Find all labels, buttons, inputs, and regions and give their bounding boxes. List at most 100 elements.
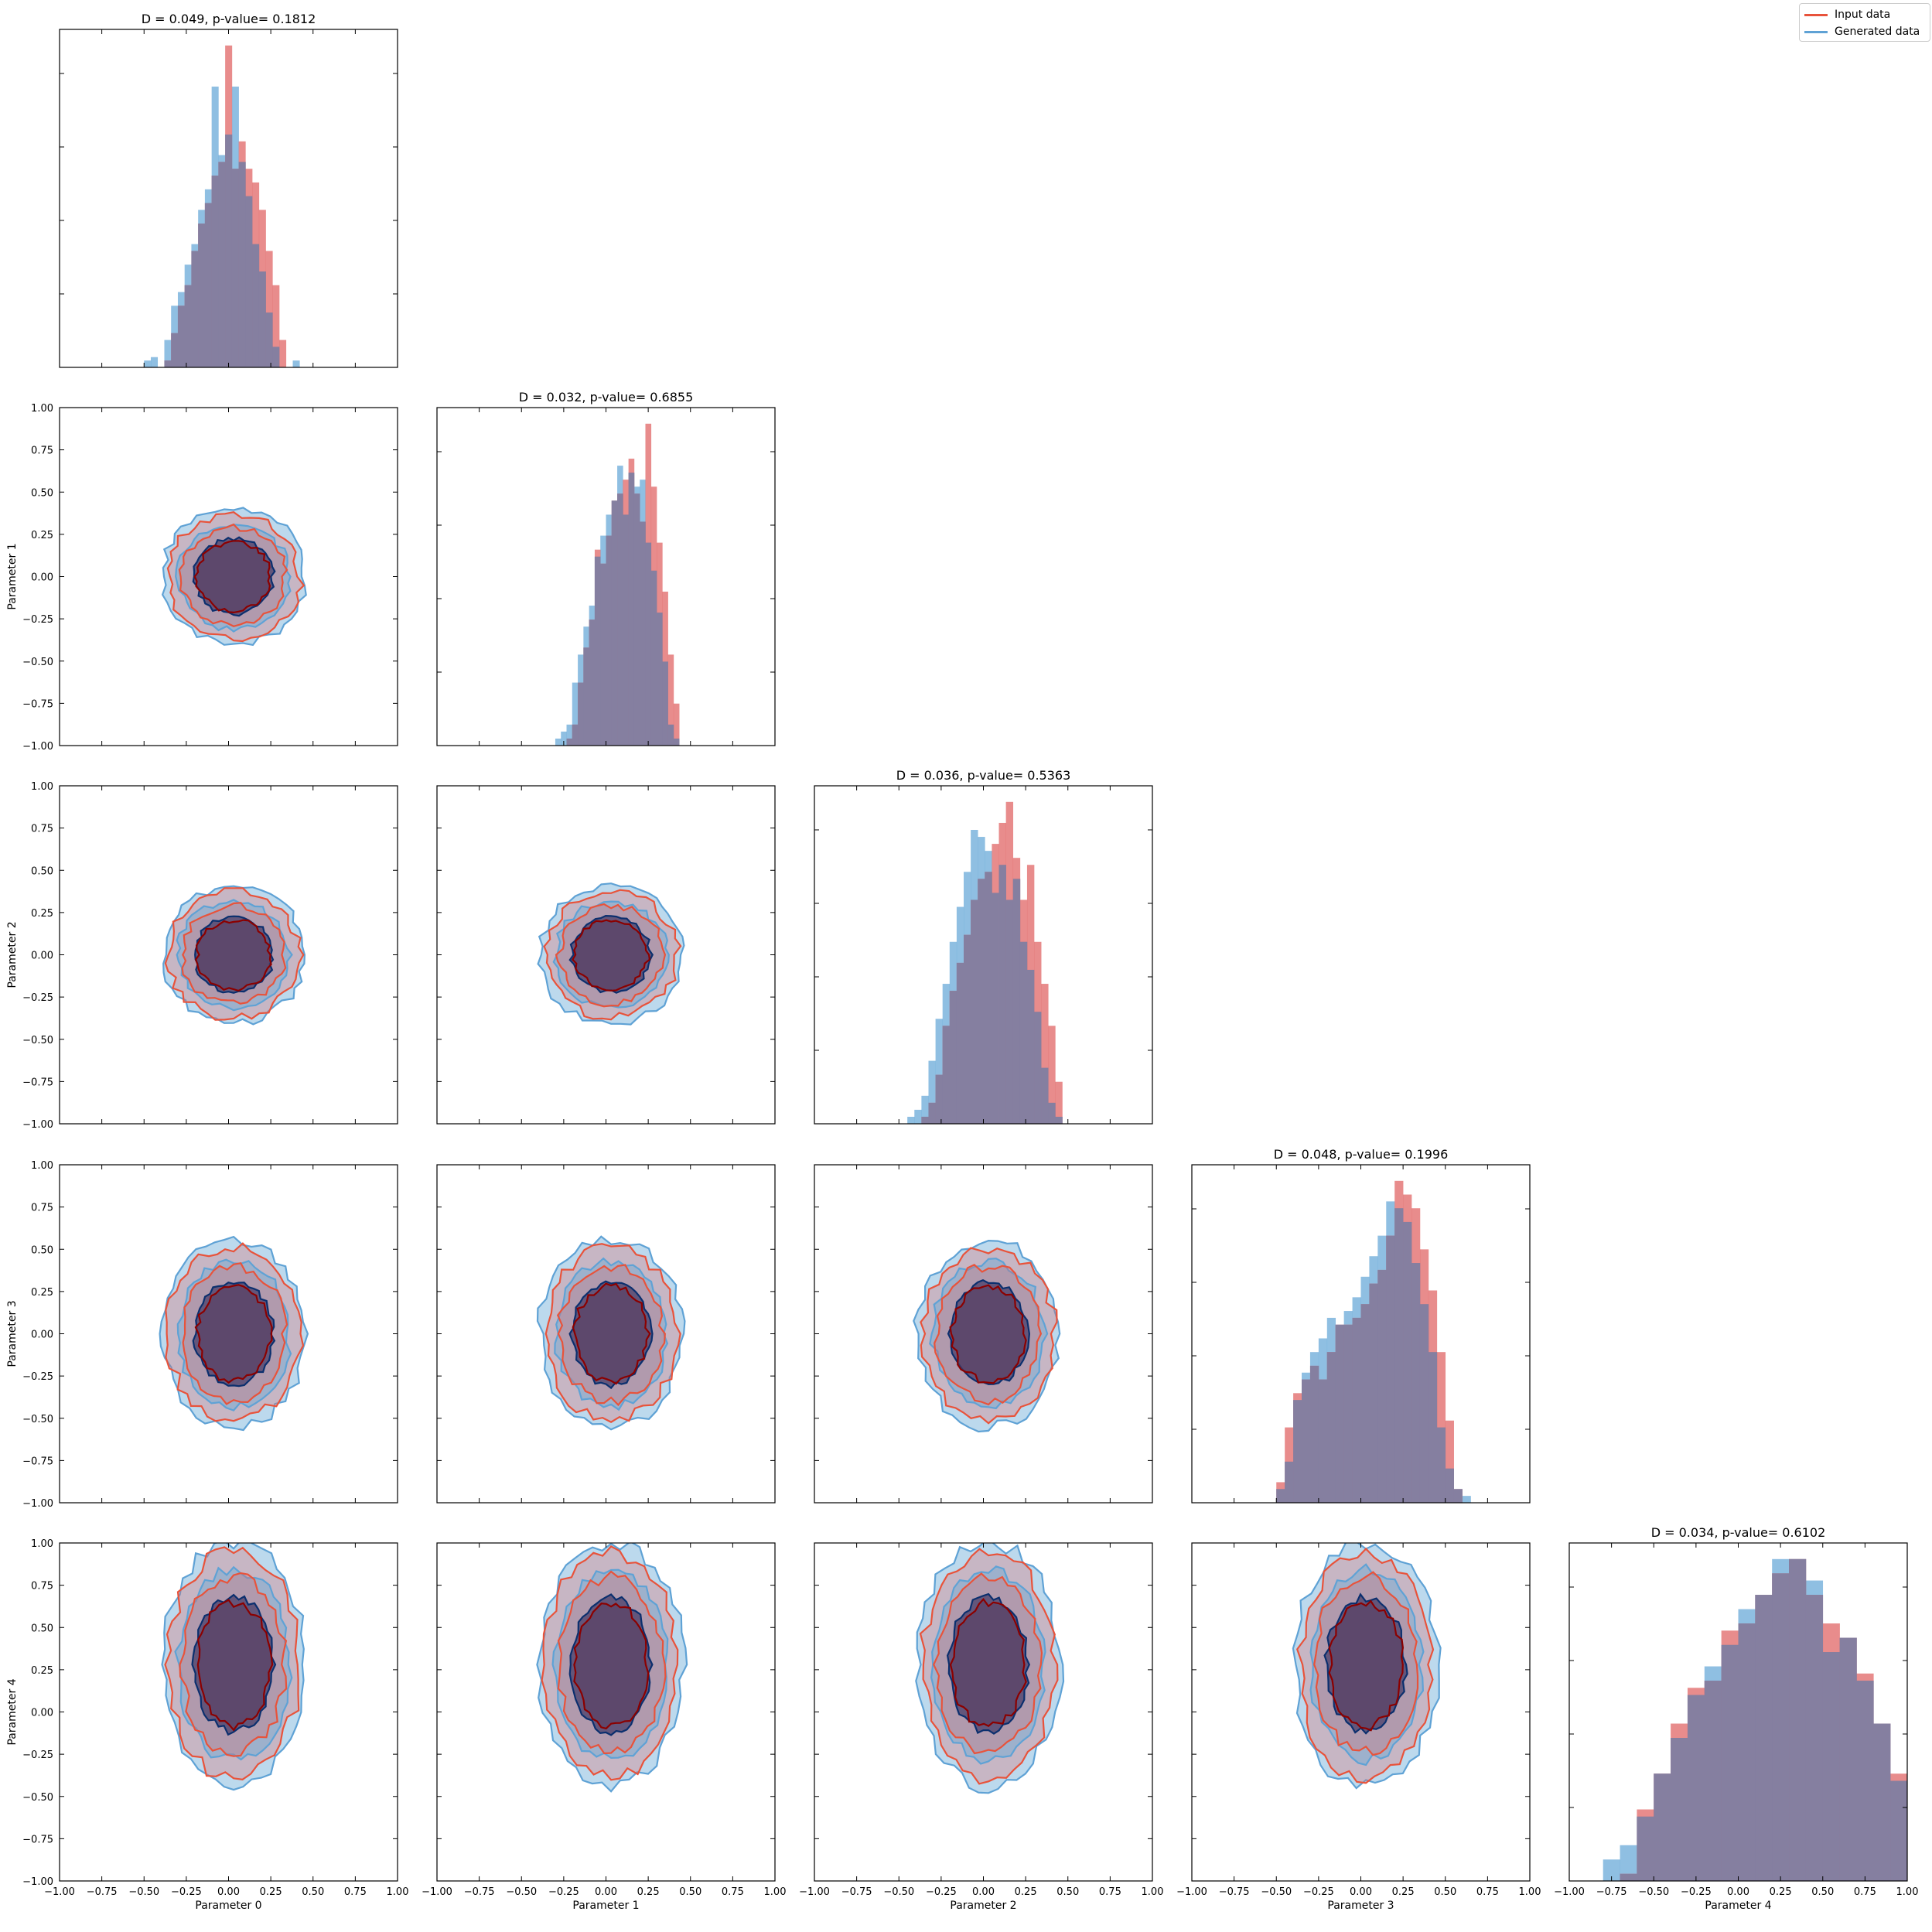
y-tick-label: 0.50 [31,865,53,877]
overlap-bar [1403,1221,1412,1503]
x-axis-label-2: Parameter 2 [950,1900,1016,1912]
overlap-bar [1805,1595,1824,1881]
x-tick-label: 0.50 [302,1886,324,1898]
x-axis-label-4: Parameter 4 [1705,1900,1771,1912]
input-contour-inner [949,1284,1027,1384]
overlap-bar [921,1116,929,1124]
contour-panel-1-0 [59,407,398,746]
contour-panel-3-0 [59,1164,398,1504]
overlap-bar [633,493,640,746]
y-tick-label: 0.25 [31,1665,53,1677]
y-tick-label: 1.00 [31,1538,53,1550]
overlap-bar [572,724,579,746]
x-tick-label: −0.75 [841,1886,872,1898]
overlap-bar [628,473,635,746]
x-tick-label: 1.00 [1142,1886,1164,1898]
overlap-bar [1335,1324,1344,1503]
overlap-bar [928,1102,936,1124]
generated-bar [921,1095,929,1124]
overlap-bar [1293,1400,1302,1503]
overlap-bar [218,162,226,368]
contour-panel-4-1 [436,1542,776,1882]
input-bar [1445,1420,1454,1503]
contour-panel-3-2 [814,1164,1153,1504]
overlap-bar [1856,1681,1874,1881]
overlap-bar [1055,1116,1063,1124]
x-tick-label: 0.00 [1727,1886,1749,1898]
y-tick-label: −1.00 [22,741,53,753]
overlap-bar [191,251,199,367]
y-tick-label: 0.75 [31,1581,53,1592]
overlap-bar [1436,1427,1446,1503]
input-bar [667,654,674,746]
overlap-bar [964,934,971,1124]
x-tick-label: −0.50 [883,1886,914,1898]
x-axis-label-0: Parameter 0 [195,1900,261,1912]
x-tick-label: 1.00 [764,1886,787,1898]
overlap-bar [1005,899,1014,1124]
input-bar [1048,1026,1056,1124]
overlap-bar [1302,1379,1311,1503]
input-bar [1055,1081,1063,1124]
overlap-bar [1453,1489,1463,1503]
diagonal-title-3: D = 0.048, p-value= 0.1996 [1274,1147,1449,1162]
overlap-bar [645,542,652,746]
x-tick-label: −0.75 [1219,1886,1250,1898]
y-tick-label: 0.25 [31,1287,53,1299]
overlap-bar [1445,1468,1454,1503]
y-tick-label: 0.75 [31,1203,53,1214]
overlap-bar [231,169,239,368]
overlap-bar [1671,1738,1688,1881]
contours [60,786,398,1124]
overlap-bar [589,620,596,746]
y-axis-label-3: Parameter 3 [6,1300,19,1367]
overlap-bar [1386,1235,1395,1503]
overlap-bar [1326,1352,1336,1503]
overlap-bar [1789,1558,1807,1881]
contour-panel-4-2 [814,1542,1153,1882]
y-tick-label: 0.25 [31,908,53,920]
y-tick-label: 1.00 [31,1160,53,1172]
contours [60,408,398,746]
diagonal-title-2: D = 0.036, p-value= 0.5363 [896,768,1071,783]
generated-bar [144,360,152,367]
input-bar [673,703,680,746]
overlap-bar [1377,1269,1387,1503]
overlap-bar [238,162,246,368]
x-axis-label-3: Parameter 3 [1327,1900,1394,1912]
input-bar [279,340,287,367]
input-contour-inner [194,1284,273,1384]
overlap-bar [623,514,629,746]
y-tick-label: 0.00 [31,1330,53,1341]
legend-label-generated: Generated data [1835,26,1920,38]
overlap-bar [265,312,273,367]
overlap-bar [1772,1573,1790,1881]
overlap-bar [667,724,674,746]
overlap-bar [617,493,623,746]
x-tick-label: 0.50 [1056,1886,1079,1898]
y-tick-label: −0.25 [22,1371,53,1383]
contour-panel-3-1 [436,1164,776,1504]
overlap-bar [1276,1489,1285,1503]
y-tick-label: −0.50 [22,1035,53,1046]
input-contour-inner [194,919,272,992]
contour-panel-2-0 [59,785,398,1125]
overlap-bar [1738,1623,1756,1881]
overlap-bar [1041,1067,1049,1124]
overlap-bar [177,306,185,367]
diagonal-title-1: D = 0.032, p-value= 0.6855 [519,390,694,404]
diagonal-title-0: D = 0.049, p-value= 0.1812 [142,12,316,26]
y-tick-label: −0.25 [22,992,53,1004]
x-tick-label: 1.00 [1519,1886,1541,1898]
overlap-bar [1755,1595,1773,1881]
input-bar [1041,984,1049,1124]
overlap-bar [272,346,280,367]
overlap-bar [252,244,260,367]
x-tick-label: 0.25 [1392,1886,1415,1898]
input-contour-inner [1328,1599,1405,1732]
histogram-panel-2: D = 0.036, p-value= 0.5363 [814,768,1153,1125]
contours [814,1543,1152,1881]
overlap-bar [1822,1652,1840,1881]
overlap-bar [594,556,601,746]
y-tick-label: −0.50 [22,1792,53,1804]
